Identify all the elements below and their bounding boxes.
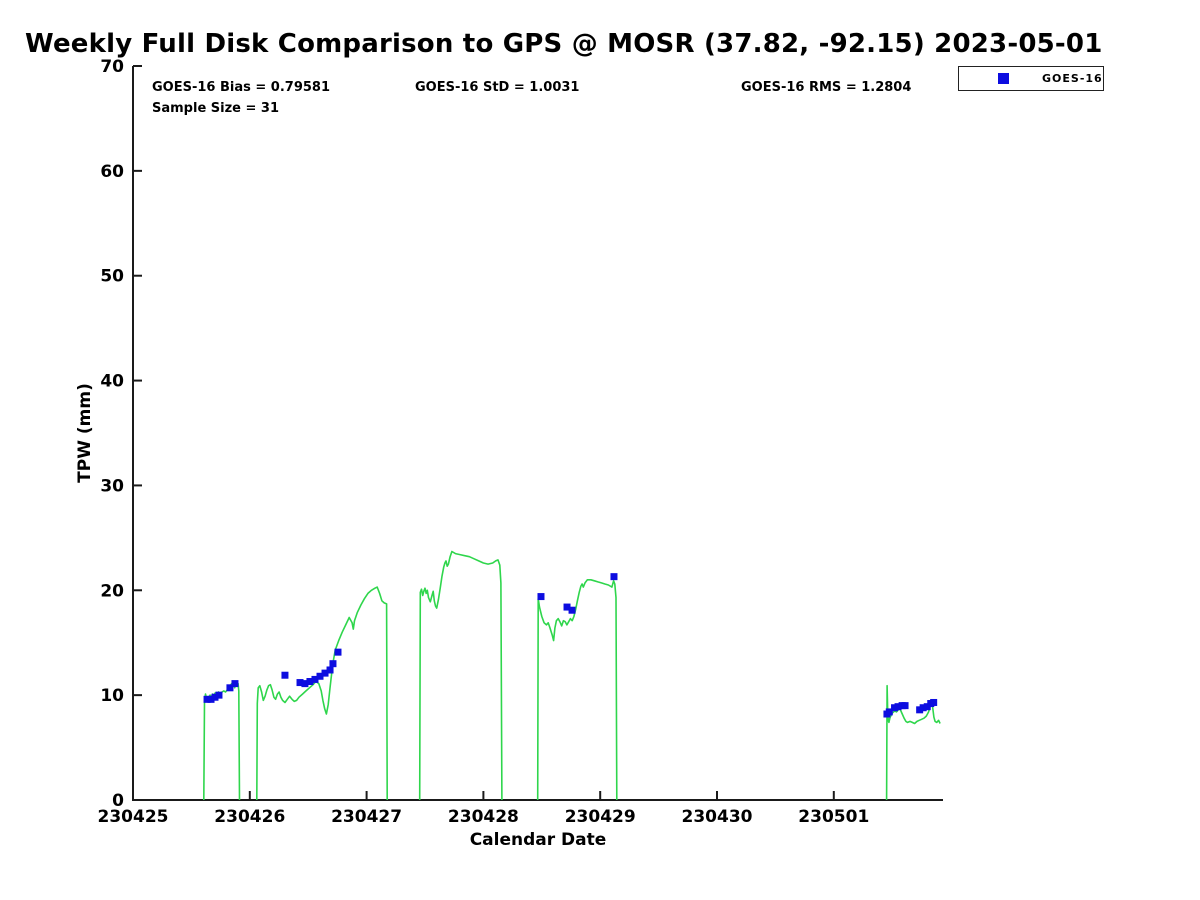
goes16-marker (610, 573, 618, 581)
y-axis-label: TPW (mm) (75, 383, 95, 483)
goes16-marker (891, 704, 899, 712)
legend-box: GOES-16 (958, 66, 1104, 91)
goes16-marker (916, 706, 924, 714)
goes16-marker (326, 666, 334, 674)
goes16-legend-marker-icon (998, 73, 1009, 84)
goes16-marker (568, 606, 576, 614)
stat-sample-size: Sample Size = 31 (152, 101, 280, 116)
goes16-marker (919, 704, 927, 712)
goes16-marker (894, 703, 902, 711)
goes16-marker (885, 708, 893, 716)
y-tick-label: 20 (100, 581, 124, 601)
gps-line-segment (536, 578, 618, 801)
x-tick-label: 230425 (98, 807, 169, 827)
goes16-marker (203, 695, 211, 703)
x-tick-label: 230427 (331, 807, 402, 827)
y-tick-label: 30 (100, 476, 124, 496)
goes16-marker (334, 648, 342, 656)
legend-entry-label: GOES-16 (1042, 72, 1103, 85)
goes16-marker (301, 680, 309, 688)
y-tick-label: 60 (100, 162, 124, 182)
goes16-marker (311, 675, 319, 683)
x-tick-label: 230429 (565, 807, 636, 827)
x-tick-label: 230428 (448, 807, 519, 827)
gps-line-segment (418, 550, 503, 801)
y-tick-label: 70 (100, 57, 124, 77)
goes16-marker (930, 698, 938, 706)
x-tick-label: 230501 (798, 807, 869, 827)
stat-bias: GOES-16 Bias = 0.79581 (152, 80, 331, 95)
y-tick-label: 40 (100, 372, 124, 392)
goes16-marker (207, 695, 215, 703)
goes16-marker (306, 678, 314, 686)
y-tick-label: 0 (112, 791, 124, 811)
x-axis-label: Calendar Date (470, 830, 607, 850)
goes16-marker (923, 703, 931, 711)
stat-std: GOES-16 StD = 1.0031 (415, 80, 580, 95)
goes16-marker (537, 593, 545, 601)
goes16-marker (563, 603, 571, 611)
goes16-marker (329, 660, 337, 668)
goes16-marker (901, 702, 909, 710)
stat-rms: GOES-16 RMS = 1.2804 (741, 80, 912, 95)
gps-line-segment (255, 586, 389, 801)
goes16-marker (321, 669, 329, 677)
goes16-marker (296, 679, 304, 687)
x-tick-label: 230430 (682, 807, 753, 827)
goes16-marker (316, 672, 324, 680)
y-tick-label: 50 (100, 267, 124, 287)
goes16-marker (281, 671, 289, 679)
goes16-marker (215, 691, 223, 699)
goes16-marker (226, 684, 234, 692)
goes16-marker (231, 680, 239, 688)
goes16-marker (211, 693, 219, 701)
x-tick-label: 230426 (214, 807, 285, 827)
y-tick-label: 10 (100, 686, 124, 706)
chart-title: Weekly Full Disk Comparison to GPS @ MOS… (25, 29, 1103, 59)
